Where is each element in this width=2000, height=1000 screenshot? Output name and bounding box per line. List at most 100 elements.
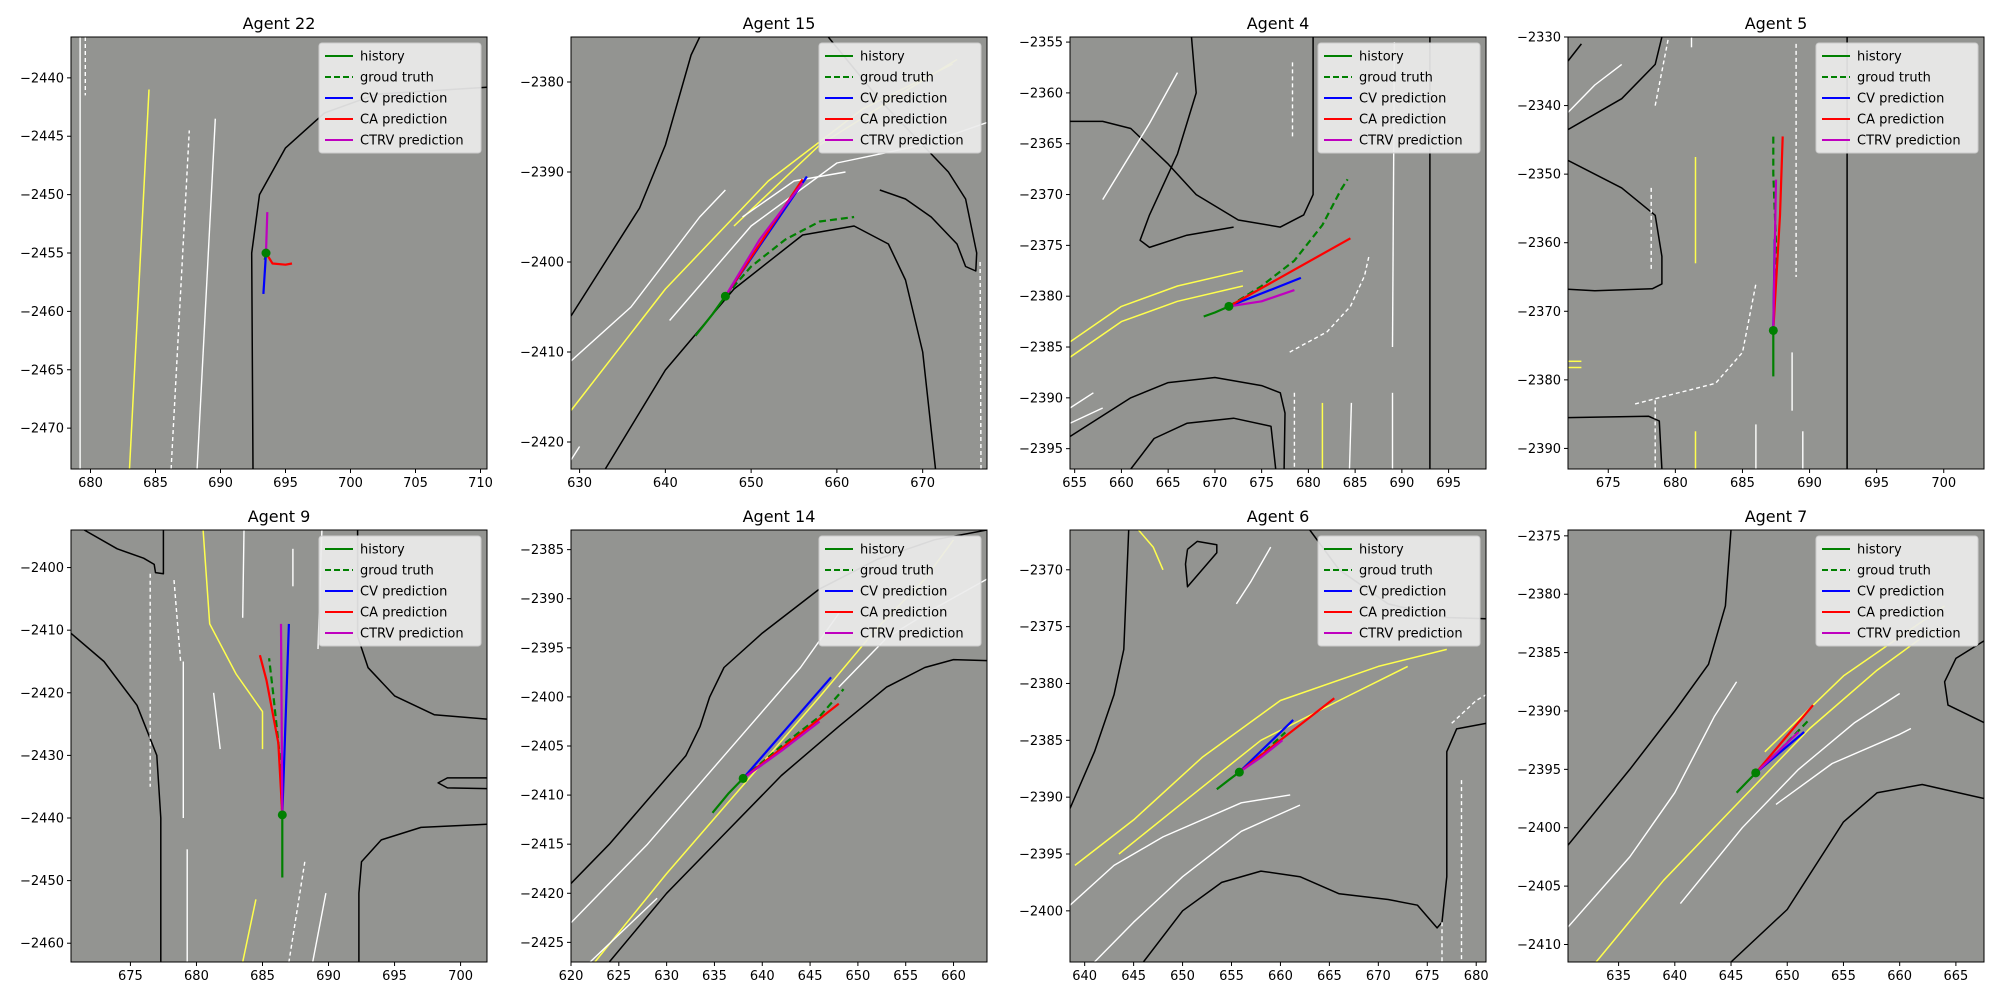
series-history-line bbox=[711, 777, 744, 814]
series-ctrv-line bbox=[264, 212, 269, 254]
plot-area bbox=[79, 37, 487, 469]
legend-label: groud truth bbox=[860, 71, 934, 86]
x-tick-label: 680 bbox=[184, 969, 209, 984]
x-tick-label: 630 bbox=[567, 476, 592, 491]
x-tick-label: 675 bbox=[1249, 476, 1274, 491]
x-tick-label: 685 bbox=[1730, 476, 1755, 491]
legend-label: CV prediction bbox=[860, 585, 947, 600]
y-tick-label: −2390 bbox=[520, 166, 564, 181]
map-lane-line bbox=[196, 118, 216, 469]
map-road-edge bbox=[1943, 640, 1984, 724]
x-tick-label: 650 bbox=[1170, 969, 1195, 984]
y-tick-label: −2465 bbox=[20, 363, 64, 378]
y-tick-label: −2340 bbox=[1517, 99, 1561, 114]
legend-label: history bbox=[360, 543, 405, 558]
y-tick-label: −2400 bbox=[20, 561, 64, 576]
y-tick-label: −2420 bbox=[20, 686, 64, 701]
x-tick-label: 690 bbox=[1797, 476, 1822, 491]
legend: history groud truth CV prediction CA predic… bbox=[318, 535, 482, 647]
series-cv-line bbox=[262, 252, 268, 294]
legend-label: history bbox=[1857, 50, 1902, 65]
legend-label: history bbox=[1359, 50, 1404, 65]
map-center-line bbox=[1074, 648, 1447, 866]
y-tick-label: −2470 bbox=[20, 422, 64, 437]
y-tick-label: −2370 bbox=[1019, 188, 1063, 203]
legend-label: CA prediction bbox=[1359, 113, 1446, 128]
x-tick-label: 640 bbox=[750, 969, 775, 984]
legend: history groud truth CV prediction CA predic… bbox=[318, 42, 482, 154]
x-tick-label: 700 bbox=[448, 969, 473, 984]
y-tick-label: −2385 bbox=[1517, 646, 1561, 661]
y-tick-label: −2380 bbox=[1019, 290, 1063, 305]
x-tick-label: 670 bbox=[1202, 476, 1227, 491]
x-tick-label: 655 bbox=[1831, 969, 1856, 984]
x-tick-label: 660 bbox=[1109, 476, 1134, 491]
legend-label: groud truth bbox=[360, 564, 434, 579]
y-tick-label: −2405 bbox=[520, 740, 564, 755]
y-tick-label: −2405 bbox=[1517, 880, 1561, 895]
x-tick-label: 680 bbox=[1296, 476, 1321, 491]
x-tick-label: 680 bbox=[78, 476, 103, 491]
map-lane-line bbox=[1070, 794, 1291, 906]
axes-frame bbox=[1069, 529, 1487, 963]
y-tick-label: −2410 bbox=[20, 624, 64, 639]
x-tick-label: 655 bbox=[1219, 969, 1244, 984]
y-tick-label: −2370 bbox=[1019, 563, 1063, 578]
map-road-edge bbox=[1568, 159, 1663, 292]
x-tick-label: 640 bbox=[1072, 969, 1097, 984]
series-ctrv-line bbox=[1772, 179, 1778, 331]
x-tick-label: 645 bbox=[798, 969, 823, 984]
map-road-edge bbox=[608, 658, 987, 962]
legend-label: groud truth bbox=[1857, 71, 1931, 86]
legend-label: groud truth bbox=[360, 71, 434, 86]
y-tick-label: −2375 bbox=[1019, 620, 1063, 635]
subplot-title: Agent 6 bbox=[1247, 507, 1310, 526]
agent-marker bbox=[277, 810, 287, 820]
x-tick-label: 695 bbox=[273, 476, 298, 491]
y-tick-label: −2460 bbox=[20, 937, 64, 952]
map-road-edge bbox=[1070, 37, 1314, 228]
x-tick-label: 650 bbox=[845, 969, 870, 984]
agent-marker bbox=[738, 773, 748, 783]
subplot-title: Agent 4 bbox=[1247, 14, 1310, 33]
y-tick-label: −2445 bbox=[20, 130, 64, 145]
legend-label: CTRV prediction bbox=[1857, 627, 1961, 642]
map-lane-line bbox=[742, 171, 846, 218]
map-center-line bbox=[202, 530, 264, 750]
x-tick-label: 645 bbox=[1121, 969, 1146, 984]
map-road-edge bbox=[83, 530, 165, 575]
x-tick-label: 665 bbox=[1317, 969, 1342, 984]
map-road-edge bbox=[1070, 530, 1130, 809]
map-center-line bbox=[1070, 285, 1244, 358]
y-tick-label: −2450 bbox=[20, 188, 64, 203]
x-tick-label: 690 bbox=[316, 969, 341, 984]
legend-label: CV prediction bbox=[1857, 585, 1944, 600]
y-tick-label: −2395 bbox=[1517, 763, 1561, 778]
x-tick-label: 660 bbox=[1887, 969, 1912, 984]
agent-marker bbox=[1234, 767, 1244, 777]
axes-frame bbox=[1567, 36, 1985, 470]
series-history-line bbox=[1735, 772, 1757, 794]
legend-label: groud truth bbox=[860, 564, 934, 579]
plot-area bbox=[1568, 37, 1848, 469]
plot-area bbox=[1070, 37, 1431, 469]
y-tick-label: −2390 bbox=[520, 592, 564, 607]
y-tick-label: −2395 bbox=[1019, 442, 1063, 457]
y-tick-label: −2385 bbox=[1019, 734, 1063, 749]
legend-label: CTRV prediction bbox=[360, 134, 464, 149]
y-tick-label: −2360 bbox=[1019, 86, 1063, 101]
x-tick-label: 635 bbox=[1606, 969, 1631, 984]
series-cv-line bbox=[742, 676, 832, 780]
x-tick-label: 690 bbox=[208, 476, 233, 491]
y-tick-label: −2440 bbox=[20, 71, 64, 86]
legend-label: CV prediction bbox=[360, 585, 447, 600]
series-ctrv-line bbox=[742, 720, 821, 780]
y-tick-label: −2450 bbox=[20, 874, 64, 889]
subplot-title: Agent 22 bbox=[243, 14, 316, 33]
map-lane-line bbox=[242, 530, 245, 618]
series-ca-line bbox=[1238, 697, 1335, 773]
map-lane-line bbox=[1775, 727, 1912, 805]
legend-label: CA prediction bbox=[860, 113, 947, 128]
y-tick-label: −2400 bbox=[1019, 904, 1063, 919]
